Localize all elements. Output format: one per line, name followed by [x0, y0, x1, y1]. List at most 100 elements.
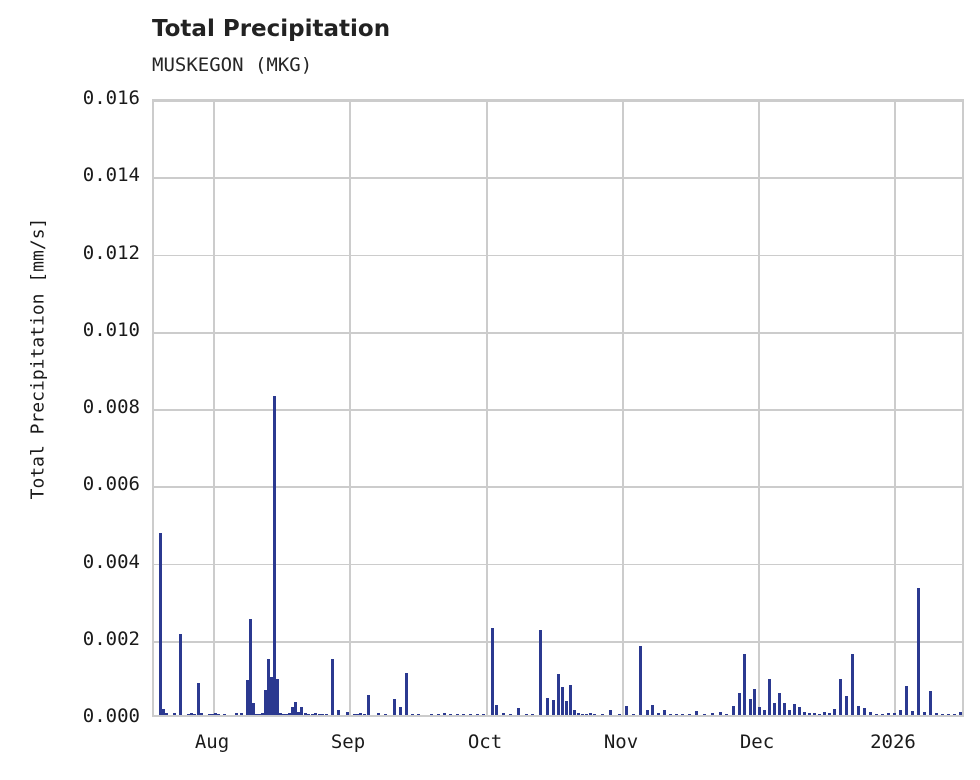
x-tick-label: Oct [467, 731, 503, 753]
bar [827, 712, 831, 715]
bar [650, 704, 654, 715]
bar [904, 686, 908, 715]
bar [710, 712, 714, 715]
gridline-horizontal [154, 409, 962, 411]
bar [777, 692, 781, 715]
bar [832, 708, 836, 715]
bar [207, 713, 211, 715]
bar [556, 673, 560, 715]
bar [958, 712, 962, 715]
bar [355, 713, 359, 715]
bar [290, 706, 294, 715]
plot-area [152, 99, 964, 717]
bar [330, 659, 334, 715]
bar [928, 691, 932, 715]
y-tick-label: 0.008 [82, 396, 140, 418]
bar [757, 706, 761, 715]
bar [172, 713, 176, 715]
bar [822, 711, 826, 715]
bar [742, 653, 746, 715]
bar [481, 713, 485, 715]
bar [239, 713, 243, 715]
bar [158, 533, 162, 715]
bar [952, 713, 956, 715]
y-tick-label: 0.014 [82, 164, 140, 187]
x-tick-label: 2026 [870, 731, 916, 753]
bar [731, 705, 735, 715]
gridline-horizontal [154, 177, 962, 180]
bar [838, 678, 842, 715]
bar [275, 679, 279, 715]
bar [560, 686, 564, 715]
gridline-horizontal [154, 486, 962, 489]
bar [448, 713, 452, 715]
bar [850, 653, 854, 715]
bar [442, 713, 446, 715]
bar [530, 713, 534, 715]
bar [248, 619, 252, 715]
bar [272, 395, 276, 715]
bar [631, 713, 635, 715]
bar [572, 710, 576, 715]
bar [245, 679, 249, 715]
bar [718, 711, 722, 715]
x-tick-label: Sep [330, 731, 366, 753]
gridline-vertical [894, 101, 896, 715]
bar [762, 710, 766, 715]
bar [662, 709, 666, 715]
bar [782, 703, 786, 715]
bar [429, 713, 433, 715]
y-tick-label: 0.004 [82, 550, 140, 573]
bar [880, 713, 884, 715]
bar [189, 713, 193, 715]
bar [178, 633, 182, 715]
bar [802, 711, 806, 715]
bar [856, 705, 860, 715]
bar [551, 699, 555, 715]
bar [600, 713, 604, 715]
bar [320, 713, 324, 715]
bar [748, 699, 752, 715]
bar [306, 713, 310, 715]
bar [508, 713, 512, 715]
bar [455, 713, 459, 715]
bar [680, 713, 684, 715]
bar [608, 710, 612, 715]
bar [161, 709, 165, 715]
bar [501, 713, 505, 715]
y-tick-label: 0.002 [82, 627, 140, 650]
bar [934, 713, 938, 715]
bar [538, 630, 542, 715]
bar [313, 713, 317, 715]
bar [898, 709, 902, 715]
bar [787, 710, 791, 715]
bar [946, 713, 950, 715]
bar [576, 713, 580, 715]
bar [916, 588, 920, 715]
y-axis-label: Total Precipitation [mm/s] [27, 217, 49, 500]
bar [461, 713, 465, 715]
bar [210, 713, 214, 715]
bar [234, 712, 238, 715]
bar [303, 713, 307, 715]
bar [645, 709, 649, 715]
bar [192, 713, 196, 715]
bar [164, 713, 168, 715]
bar [862, 707, 866, 715]
bar [269, 677, 273, 715]
gridline-horizontal [154, 640, 962, 643]
bar [767, 679, 771, 715]
bar [383, 713, 387, 715]
bar [817, 713, 821, 715]
bar [922, 711, 926, 715]
bar [376, 713, 380, 715]
bar [668, 713, 672, 715]
bar [687, 713, 691, 715]
bar [284, 713, 288, 715]
bar [624, 706, 628, 715]
bar [792, 704, 796, 715]
bar [674, 713, 678, 715]
bar [263, 689, 267, 715]
bar [336, 710, 340, 715]
bar [568, 684, 572, 715]
